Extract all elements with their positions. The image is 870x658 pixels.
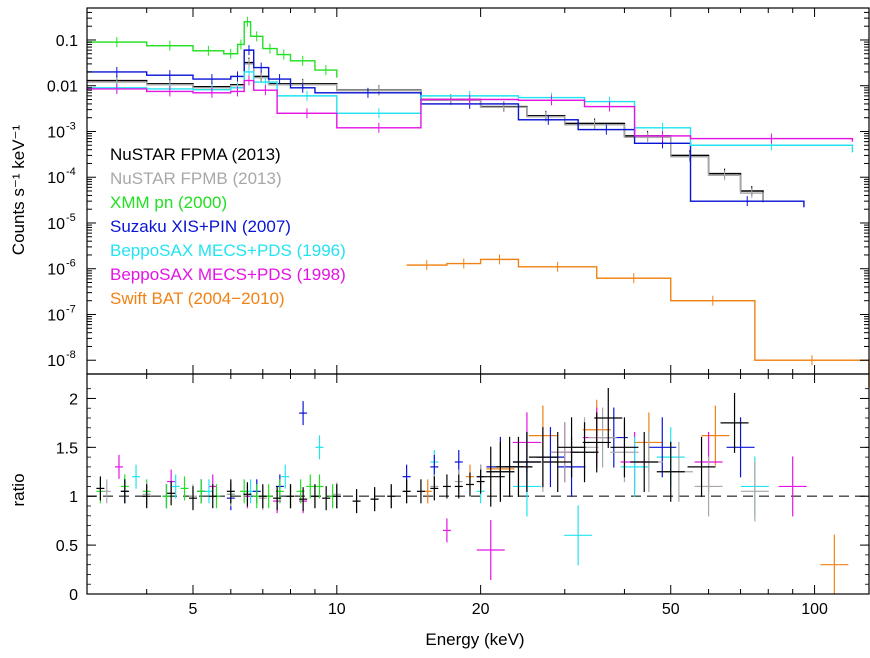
- bottom-panel-data: [87, 388, 869, 595]
- y-tick-label: 0.5: [56, 538, 78, 555]
- y-tick-label: 0.1: [56, 33, 78, 50]
- y-tick-exponent: -3: [66, 120, 76, 132]
- y-tick-label: 0.01: [47, 79, 78, 96]
- legend-entry: BeppoSAX MECS+PDS (1996): [110, 241, 346, 260]
- y-tick-label: 1: [69, 489, 78, 506]
- y-tick-label: 10: [47, 262, 65, 279]
- legend-entry: XMM pn (2000): [110, 193, 227, 212]
- y-tick-label: 10: [47, 216, 65, 233]
- y-tick-exponent: -6: [66, 258, 76, 270]
- x-tick-label: 100: [801, 601, 828, 618]
- y-tick-exponent: -8: [66, 349, 76, 361]
- y-tick-label: 10: [47, 353, 65, 370]
- y-tick-label: 2: [69, 391, 78, 408]
- top-panel-data: [87, 16, 870, 388]
- x-tick-label: 20: [472, 601, 490, 618]
- top-y-axis-label: Counts s⁻¹ keV⁻¹: [9, 124, 28, 255]
- y-tick-exponent: -4: [66, 166, 76, 178]
- legend-entry: Swift BAT (2004−2010): [110, 289, 285, 308]
- x-tick-label: 50: [662, 601, 680, 618]
- legend-entry: NuSTAR FPMB (2013): [110, 169, 282, 188]
- bottom-panel-ticks: 5 10 20 50 100 0 0.5 1 1.5 2: [56, 374, 869, 618]
- legend: NuSTAR FPMA (2013) NuSTAR FPMB (2013) XMM …: [110, 145, 346, 308]
- series-5: [87, 75, 854, 144]
- legend-entry: BeppoSAX MECS+PDS (1998): [110, 265, 346, 284]
- y-tick-label: 0: [69, 587, 78, 604]
- y-tick-label: 10: [47, 170, 65, 187]
- y-tick-label: 10: [47, 307, 65, 324]
- y-tick-label: 1.5: [56, 440, 78, 457]
- x-axis-label: Energy (keV): [425, 630, 524, 649]
- ratio-series-6: [96, 388, 749, 514]
- x-tick-label: 5: [189, 601, 198, 618]
- bottom-panel-frame: [86, 373, 870, 595]
- bottom-y-axis-label: ratio: [9, 473, 28, 506]
- x-tick-label: 10: [328, 601, 346, 618]
- bottom-panel: 5 10 20 50 100 0 0.5 1 1.5 2 ratio Energy (keV): [9, 373, 870, 649]
- legend-entry: NuSTAR FPMA (2013): [110, 145, 281, 164]
- y-tick-exponent: -5: [66, 212, 76, 224]
- y-tick-exponent: -7: [66, 303, 76, 315]
- series-0: [87, 16, 338, 78]
- y-tick-label: 10: [47, 124, 65, 141]
- legend-entry: Suzaku XIS+PIN (2007): [110, 217, 291, 236]
- series-6: [406, 254, 870, 388]
